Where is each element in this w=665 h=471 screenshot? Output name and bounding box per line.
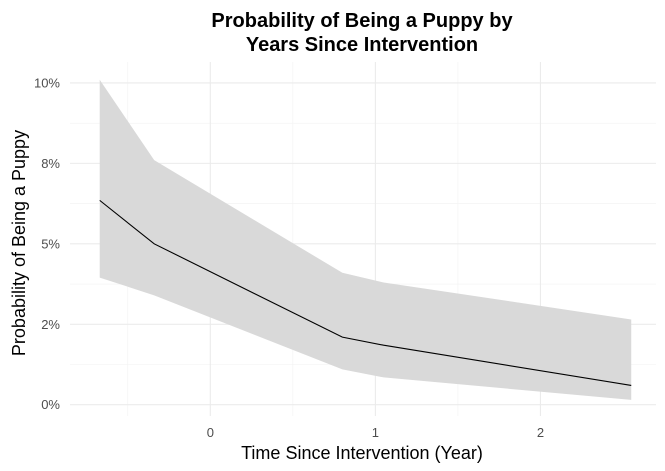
x-tick-label: 2 <box>537 425 544 440</box>
x-tick-label: 1 <box>372 425 379 440</box>
confidence-band <box>99 79 632 400</box>
x-tick-label: 0 <box>207 425 214 440</box>
y-tick-label: 0% <box>41 397 60 412</box>
x-axis-title: Time Since Intervention (Year) <box>241 443 483 463</box>
x-tick-labels: 0 1 2 <box>207 425 544 440</box>
y-tick-label: 10% <box>34 75 60 90</box>
y-tick-label: 5% <box>41 236 60 251</box>
chart-title-line-2: Years Since Intervention <box>246 34 478 56</box>
y-tick-labels: 0% 2% 5% 8% 10% <box>34 75 60 412</box>
line-layer <box>99 199 632 386</box>
chart-title-line-1: Probability of Being a Puppy by <box>211 10 513 32</box>
y-tick-label: 8% <box>41 156 60 171</box>
confidence-band-layer <box>99 79 632 400</box>
y-tick-label: 2% <box>41 317 60 332</box>
y-axis-title: Probability of Being a Puppy <box>9 130 29 356</box>
series-line <box>99 199 632 386</box>
